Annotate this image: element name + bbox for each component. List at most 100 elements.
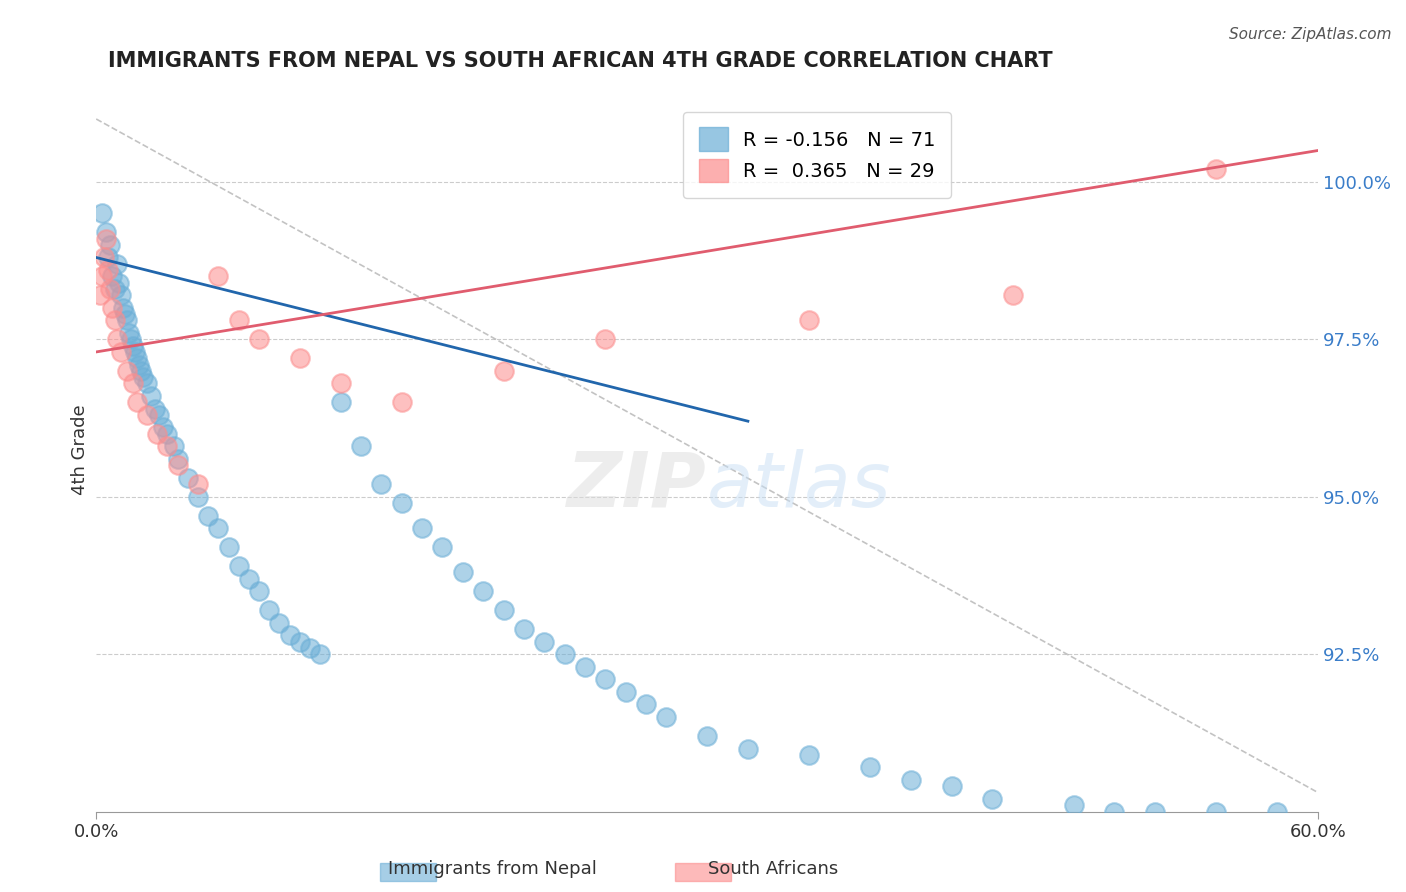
Point [350,439,373,453]
Point [278,628,301,642]
Point [101,301,124,315]
Point [391,395,413,409]
Point [101,269,124,284]
Point [110,345,132,359]
Text: Source: ZipAtlas.com: Source: ZipAtlas.com [1229,27,1392,42]
Point [177,471,200,485]
Point [391,496,413,510]
Point [614,685,637,699]
Point [103,313,125,327]
Point [1063,798,1085,813]
Point [247,332,270,346]
Point [96,231,118,245]
Point [97,263,120,277]
Point [859,760,882,774]
Point [124,345,146,359]
Point [941,780,963,794]
Point [411,521,433,535]
Point [492,603,515,617]
Point [114,307,136,321]
Point [269,615,291,630]
Point [207,269,229,284]
Point [554,647,576,661]
Point [1205,805,1227,819]
Point [162,439,184,453]
Point [595,673,617,687]
Point [128,358,150,372]
Point [288,351,311,366]
Point [103,282,125,296]
Legend: R = -0.156   N = 71, R =  0.365   N = 29: R = -0.156 N = 71, R = 0.365 N = 29 [683,112,952,198]
Point [309,647,332,661]
Point [166,452,188,467]
Point [125,351,148,366]
Point [900,772,922,787]
Point [136,376,159,391]
Point [432,540,454,554]
Point [247,584,270,599]
Point [96,225,118,239]
Point [156,426,179,441]
Point [218,540,240,554]
Point [166,458,188,473]
Point [299,640,322,655]
Point [797,747,820,762]
Text: IMMIGRANTS FROM NEPAL VS SOUTH AFRICAN 4TH GRADE CORRELATION CHART: IMMIGRANTS FROM NEPAL VS SOUTH AFRICAN 4… [108,51,1053,70]
Point [120,332,142,346]
Point [111,301,134,315]
Point [129,364,152,378]
Point [595,332,617,346]
Point [329,395,352,409]
Point [533,634,555,648]
Point [93,251,115,265]
Point [737,741,759,756]
Text: atlas: atlas [707,449,891,523]
Point [100,238,122,252]
Point [696,729,718,743]
Point [156,439,179,453]
Point [146,426,169,441]
Point [105,332,128,346]
Point [197,508,219,523]
Point [121,338,143,352]
Point [207,521,229,535]
Point [132,370,155,384]
Point [97,251,120,265]
Point [91,269,114,284]
Point [125,395,148,409]
Text: Immigrants from Nepal: Immigrants from Nepal [388,860,596,878]
Point [91,206,114,220]
Text: ZIP: ZIP [568,449,707,523]
Point [121,376,143,391]
Point [513,622,536,636]
Point [259,603,281,617]
Point [115,364,138,378]
Point [228,559,250,574]
Point [187,477,209,491]
Point [655,710,678,724]
Point [187,490,209,504]
Point [136,408,159,422]
Point [492,364,515,378]
Point [472,584,495,599]
Point [143,401,166,416]
Point [451,566,474,580]
Point [981,792,1004,806]
Point [118,326,141,340]
Point [238,572,260,586]
Point [797,313,820,327]
Y-axis label: 4th Grade: 4th Grade [72,404,89,495]
Point [152,420,174,434]
Point [115,313,138,327]
Point [110,288,132,302]
Point [1144,805,1167,819]
Point [370,477,392,491]
Point [288,634,311,648]
Point [636,698,658,712]
Point [1104,805,1126,819]
Point [1205,162,1227,177]
Point [1267,805,1289,819]
Point [329,376,352,391]
Point [107,276,129,290]
Point [148,408,170,422]
